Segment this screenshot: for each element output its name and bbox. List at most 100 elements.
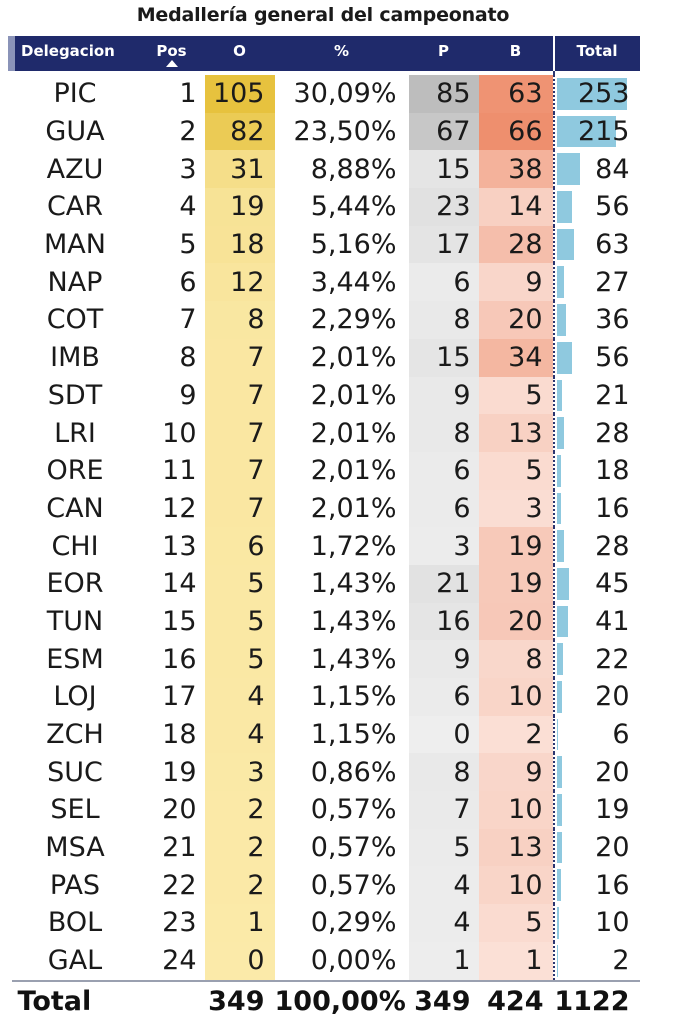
total-bar: [556, 266, 564, 299]
total-bar: [556, 492, 561, 525]
total-bar: [556, 718, 559, 751]
column-header-oro[interactable]: O: [204, 36, 275, 71]
delegacion-cell: MAN: [44, 229, 106, 261]
pos-cell: 2: [179, 116, 197, 148]
total-value: 20: [595, 756, 630, 788]
table-row: IMB 8 7 2,01% 15 34 56: [12, 338, 640, 377]
plata-cell: 23: [408, 188, 479, 226]
total-bar: [556, 417, 565, 449]
total-cell: 41: [552, 602, 640, 641]
oro-cell: 7: [204, 451, 275, 490]
bronce-cell: 10: [478, 866, 554, 905]
column-header-bronce[interactable]: B: [478, 36, 554, 71]
percent-cell: 30,09%: [293, 78, 397, 110]
total-bar: [556, 115, 616, 148]
pos-cell: 13: [162, 530, 197, 562]
total-value: 253: [577, 78, 630, 110]
bronce-cell: 1: [478, 941, 554, 981]
plata-cell: 4: [408, 866, 479, 905]
total-cell: 16: [552, 489, 640, 528]
percent-cell: 2,01%: [310, 342, 397, 374]
delegacion-cell: CAN: [46, 492, 104, 524]
column-header-label: %: [333, 42, 350, 60]
delegacion-cell: SEL: [50, 794, 100, 826]
table-row: SDT 9 7 2,01% 9 5 21: [12, 376, 640, 415]
delegacion-cell: PIC: [53, 78, 97, 110]
total-value: 215: [577, 116, 630, 148]
pos-cell: 19: [162, 756, 197, 788]
pos-cell: 12: [162, 492, 197, 524]
sort-ascending-icon[interactable]: [165, 60, 178, 67]
oro-cell: 7: [204, 489, 275, 528]
pos-cell: 14: [162, 568, 197, 600]
table-row: PAS 22 2 0,57% 4 10 16: [12, 866, 640, 905]
total-cell: 63: [552, 225, 640, 264]
column-header-total[interactable]: Total: [552, 36, 640, 71]
delegacion-cell: AZU: [46, 153, 104, 185]
table-row: ESM 16 5 1,43% 9 8 22: [12, 640, 640, 678]
percent-cell: 3,44%: [310, 266, 397, 298]
plata-cell: 16: [408, 602, 479, 641]
bronce-cell: 14: [478, 188, 554, 226]
total-value: 56: [595, 342, 630, 374]
plata-cell: 6: [408, 489, 479, 528]
total-cell: 84: [552, 150, 640, 189]
total-value: 41: [595, 605, 630, 637]
percent-cell: 2,01%: [310, 379, 397, 411]
total-value: 84: [595, 153, 630, 185]
pos-cell: 10: [162, 417, 197, 449]
bronce-cell: 20: [478, 301, 554, 339]
plata-cell: 6: [408, 451, 479, 490]
plata-cell: 8: [408, 301, 479, 339]
total-cell: 21: [552, 376, 640, 415]
bronce-cell: 5: [478, 451, 554, 490]
total-bar: [556, 191, 572, 223]
oro-cell: 4: [204, 715, 275, 754]
totals-row: Total 349 100,00% 349 424 1122: [11, 979, 640, 1022]
total-cell: 215: [552, 112, 640, 151]
table-row: GAL 24 0 0,00% 1 1 2: [12, 941, 640, 981]
column-header-label: O: [233, 42, 246, 60]
total-value: 2: [612, 945, 630, 977]
table-row: NAP 6 12 3,44% 6 9 27: [12, 263, 640, 302]
total-value: 19: [595, 794, 630, 826]
total-value: 16: [595, 492, 630, 524]
percent-cell: 2,01%: [310, 492, 397, 524]
total-value: 56: [595, 191, 630, 223]
total-value: 63: [595, 229, 630, 261]
delegacion-cell: LOJ: [53, 681, 97, 713]
table-row: EOR 14 5 1,43% 21 19 45: [12, 564, 640, 603]
percent-cell: 2,01%: [310, 455, 397, 487]
percent-cell: 1,43%: [310, 643, 397, 675]
total-bronce: 424: [478, 979, 554, 1022]
table-row: PIC 1 105 30,09% 85 63 253: [12, 75, 640, 113]
percent-cell: 0,57%: [310, 832, 397, 864]
oro-cell: 31: [204, 150, 275, 189]
percent-cell: 2,29%: [310, 304, 397, 336]
bronce-cell: 66: [478, 112, 554, 151]
table-row: LOJ 17 4 1,15% 6 10 20: [12, 678, 640, 716]
total-cell: 56: [552, 188, 640, 226]
total-cell: 2: [552, 941, 640, 981]
oro-cell: 12: [204, 263, 275, 302]
column-header-plata[interactable]: P: [408, 36, 479, 71]
bronce-cell: 9: [478, 263, 554, 302]
column-header-delegacion[interactable]: Delegacion: [8, 36, 139, 71]
plata-cell: 3: [408, 527, 479, 565]
pos-cell: 8: [179, 342, 197, 374]
total-bar: [556, 567, 569, 600]
total-bar: [556, 907, 560, 939]
total-cell: 28: [552, 414, 640, 452]
table-row: SEL 20 2 0,57% 7 10 19: [12, 791, 640, 829]
column-header-percent[interactable]: %: [274, 36, 409, 71]
oro-cell: 7: [204, 376, 275, 415]
total-cell: 19: [552, 791, 640, 829]
oro-cell: 8: [204, 301, 275, 339]
oro-cell: 5: [204, 602, 275, 641]
total-bar: [556, 530, 565, 562]
bronce-cell: 2: [478, 715, 554, 754]
column-header-pos[interactable]: Pos: [138, 36, 205, 71]
total-cell: 18: [552, 451, 640, 490]
bronce-cell: 3: [478, 489, 554, 528]
delegacion-cell: COT: [46, 304, 104, 336]
